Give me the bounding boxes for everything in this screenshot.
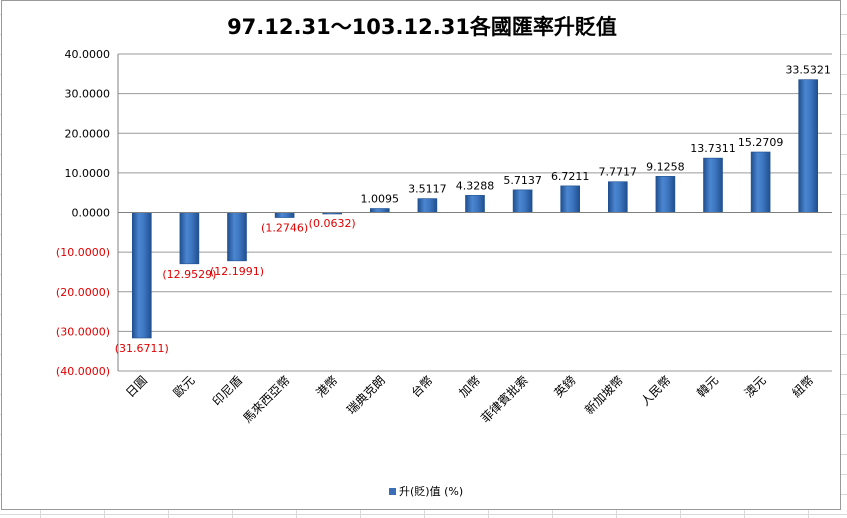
data-label: 15.2709	[738, 136, 784, 149]
chart-area[interactable]: 97.12.31～103.12.31各國匯率升貶值 40.0000 30.0000…	[1, 0, 841, 510]
data-label: 7.7717	[599, 166, 638, 179]
bar	[369, 208, 390, 213]
x-category-label: 加幣	[456, 373, 483, 400]
data-label: 9.1258	[646, 160, 685, 173]
bar-chart: 40.0000 30.0000 20.0000 10.0000 0.0000 (10.00…	[56, 48, 832, 426]
data-label: 3.5117	[408, 183, 447, 196]
bar	[132, 212, 152, 339]
x-category-label: 印尼盾	[210, 373, 245, 408]
chart-legend: 升(貶)值 (%)	[389, 483, 463, 499]
y-tick-label: 20.0000	[65, 127, 111, 140]
data-label: 4.3288	[456, 179, 495, 192]
x-category-label: 英鎊	[551, 373, 579, 401]
data-label: (12.9529)	[162, 268, 216, 281]
bar	[465, 195, 485, 213]
y-tick-label: 30.0000	[65, 88, 111, 101]
x-category-label: 韓元	[694, 373, 721, 400]
data-label: 6.7211	[551, 170, 590, 183]
data-label: 1.0095	[361, 192, 400, 205]
bar	[560, 185, 581, 213]
x-category-label: 馬來西亞幣	[240, 373, 292, 425]
x-category-label: 日圓	[123, 373, 150, 400]
x-category-label: 菲律賓批索	[478, 373, 531, 426]
data-label: (0.0632)	[309, 217, 356, 230]
y-tick-label: (40.0000)	[56, 365, 110, 378]
bar	[703, 157, 723, 213]
y-tick-label: (10.0000)	[56, 246, 110, 259]
data-label: 13.7311	[690, 142, 736, 155]
y-tick-label: 10.0000	[65, 167, 111, 180]
x-category-label: 人民幣	[638, 373, 673, 408]
data-label: 5.7137	[503, 174, 542, 187]
bar	[227, 212, 247, 262]
y-tick-label: 0.0000	[72, 207, 111, 220]
data-label: (12.1991)	[210, 265, 264, 278]
bar	[655, 176, 676, 213]
bar	[179, 212, 200, 265]
bar	[607, 181, 628, 213]
x-category-label: 台幣	[408, 373, 436, 401]
y-tick-label: (20.0000)	[56, 286, 110, 299]
data-label: 33.5321	[785, 64, 831, 77]
data-label: (31.6711)	[115, 342, 169, 355]
bar	[512, 189, 533, 213]
bar	[798, 79, 819, 213]
bar	[750, 151, 771, 213]
chart-title: 97.12.31～103.12.31各國匯率升貶值	[227, 15, 617, 39]
data-label: (1.2746)	[261, 222, 308, 235]
x-category-label: 瑞典克朗	[344, 373, 388, 417]
bar	[274, 212, 295, 218]
bar	[417, 198, 438, 213]
x-category-label: 澳元	[742, 373, 769, 400]
x-category-label: 新加坡幣	[581, 373, 626, 418]
legend-swatch-icon	[389, 487, 396, 495]
x-category-label: 紐幣	[789, 373, 816, 400]
y-tick-label: (30.0000)	[56, 325, 110, 338]
x-category-label: 港幣	[313, 373, 340, 400]
legend-label: 升(貶)值 (%)	[399, 485, 464, 498]
x-category-label: 歐元	[170, 373, 198, 401]
y-tick-label: 40.0000	[65, 48, 111, 61]
